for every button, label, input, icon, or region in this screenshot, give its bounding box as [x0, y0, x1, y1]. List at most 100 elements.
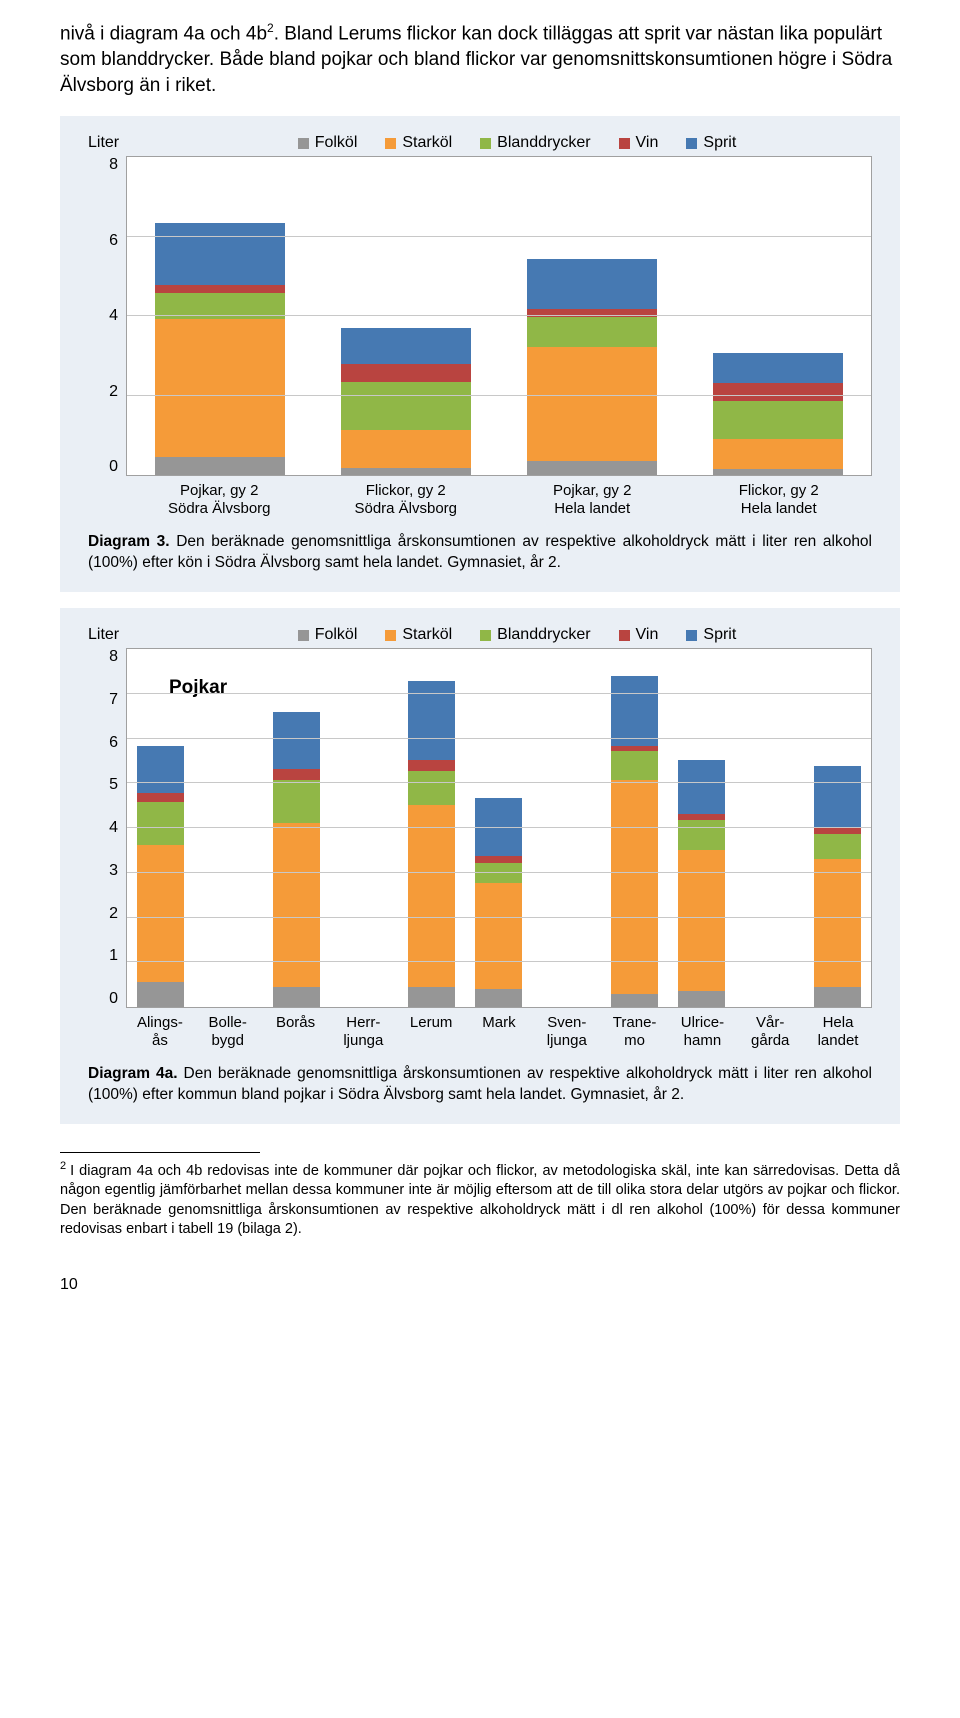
bar-segment-folkol: [814, 987, 861, 1007]
gridline: [127, 693, 871, 694]
legend-label: Folköl: [315, 626, 358, 644]
bar-segment-blanddrycker: [341, 382, 471, 430]
bar-segment-blanddrycker: [475, 863, 522, 883]
bar-segment-sprit: [341, 328, 471, 364]
bar-segment-folkol: [155, 457, 285, 475]
gridline: [127, 738, 871, 739]
ytick: 8: [109, 156, 118, 174]
chart1-yaxis: 86420: [88, 156, 126, 476]
legend-label: Starköl: [402, 626, 452, 644]
chart2-ylabel: Liter: [88, 626, 138, 644]
footnote: 2I diagram 4a och 4b redovisas inte de k…: [60, 1159, 900, 1240]
chart1-legend: FolkölStarkölBlanddryckerVinSprit: [162, 134, 872, 152]
bar-segment-blanddrycker: [611, 751, 658, 780]
chart2-caption: Diagram 4a. Den beräknade genomsnittliga…: [88, 1064, 872, 1106]
bar-segment-folkol: [273, 987, 320, 1007]
gridline: [127, 961, 871, 962]
bar-segment-vin: [408, 760, 455, 771]
bar-segment-folkol: [713, 469, 843, 475]
bar-segment-starkol: [814, 859, 861, 987]
legend-swatch: [619, 630, 630, 641]
ytick: 1: [109, 947, 118, 965]
bar-segment-blanddrycker: [527, 317, 657, 347]
chart1-xaxis: Pojkar, gy 2Södra ÄlvsborgFlickor, gy 2S…: [126, 482, 872, 518]
chart1-plot: [126, 156, 872, 476]
chart1-caption-bold: Diagram 3.: [88, 533, 176, 550]
bar-segment-starkol: [341, 430, 471, 468]
legend-label: Starköl: [402, 134, 452, 152]
chart1-caption: Diagram 3. Den beräknade genomsnittliga …: [88, 532, 872, 574]
ytick: 6: [109, 734, 118, 752]
bar-segment-vin: [341, 364, 471, 382]
legend-label: Sprit: [703, 626, 736, 644]
chart2-yaxis: 876543210: [88, 648, 126, 1008]
legend-item-folkol: Folköl: [298, 134, 358, 152]
bar-segment-blanddrycker: [678, 820, 725, 849]
bar: [341, 328, 471, 475]
bar: [475, 798, 522, 1007]
bar-segment-starkol: [678, 850, 725, 992]
bar-segment-blanddrycker: [408, 771, 455, 805]
legend-item-vin: Vin: [619, 626, 659, 644]
intro-paragraph: nivå i diagram 4a och 4b2. Bland Lerums …: [60, 20, 900, 98]
legend-item-starkol: Starköl: [385, 134, 452, 152]
chart2-caption-rest: Den beräknade genomsnittliga årskonsumti…: [88, 1065, 872, 1103]
bar-segment-vin: [814, 827, 861, 834]
bar-segment-sprit: [527, 259, 657, 309]
gridline: [127, 782, 871, 783]
bar-segment-vin: [713, 383, 843, 401]
bar-segment-sprit: [611, 676, 658, 746]
gridline: [127, 917, 871, 918]
gridline: [127, 236, 871, 237]
legend-swatch: [480, 138, 491, 149]
bar-segment-folkol: [678, 991, 725, 1007]
xlabel: Ulrice-hamn: [679, 1014, 726, 1050]
chart2-plot: Pojkar: [126, 648, 872, 1008]
bar: [814, 766, 861, 1007]
xlabel: Borås: [272, 1014, 319, 1050]
ytick: 0: [109, 458, 118, 476]
legend-swatch: [385, 138, 396, 149]
bar-segment-vin: [137, 793, 184, 802]
gridline: [127, 827, 871, 828]
chart-panel-1: Liter FolkölStarkölBlanddryckerVinSprit …: [60, 116, 900, 592]
ytick: 5: [109, 776, 118, 794]
xlabel: Sven-ljunga: [543, 1014, 590, 1050]
bar-segment-sprit: [137, 746, 184, 793]
bar-segment-folkol: [475, 989, 522, 1007]
bar-segment-starkol: [408, 805, 455, 987]
chart1-body: 86420 Pojkar, gy 2Södra ÄlvsborgFlickor,…: [88, 156, 872, 518]
chart1-ylabel: Liter: [88, 134, 138, 152]
intro-a: nivå i diagram 4a och 4b: [60, 23, 267, 44]
bar-segment-folkol: [408, 987, 455, 1007]
ytick: 8: [109, 648, 118, 666]
legend-label: Sprit: [703, 134, 736, 152]
legend-label: Folköl: [315, 134, 358, 152]
ytick: 2: [109, 905, 118, 923]
bar-segment-blanddrycker: [273, 780, 320, 823]
xlabel: Alings-ås: [136, 1014, 183, 1050]
chart2-header: Liter FolkölStarkölBlanddryckerVinSprit: [88, 626, 872, 644]
bar-segment-folkol: [611, 994, 658, 1008]
xlabel: Pojkar, gy 2Södra Älvsborg: [154, 482, 284, 518]
bar: [408, 681, 455, 1007]
bar-segment-starkol: [527, 347, 657, 461]
xlabel: Flickor, gy 2Hela landet: [714, 482, 844, 518]
bar-segment-vin: [155, 285, 285, 293]
intro-sup: 2: [267, 21, 274, 35]
xlabel: Lerum: [408, 1014, 455, 1050]
gridline: [127, 395, 871, 396]
bar: [155, 223, 285, 475]
legend-label: Vin: [636, 626, 659, 644]
bar-segment-starkol: [713, 439, 843, 469]
chart-panel-2: Liter FolkölStarkölBlanddryckerVinSprit …: [60, 608, 900, 1124]
chart2-legend: FolkölStarkölBlanddryckerVinSprit: [162, 626, 872, 644]
xlabel: Mark: [475, 1014, 522, 1050]
chart2-body: 876543210 Pojkar Alings-åsBolle-bygdBorå…: [88, 648, 872, 1050]
xlabel: Herr-ljunga: [340, 1014, 387, 1050]
ytick: 4: [109, 307, 118, 325]
chart2-caption-bold: Diagram 4a.: [88, 1065, 184, 1082]
xlabel: Trane-mo: [611, 1014, 658, 1050]
legend-swatch: [686, 138, 697, 149]
bar-segment-sprit: [273, 712, 320, 768]
